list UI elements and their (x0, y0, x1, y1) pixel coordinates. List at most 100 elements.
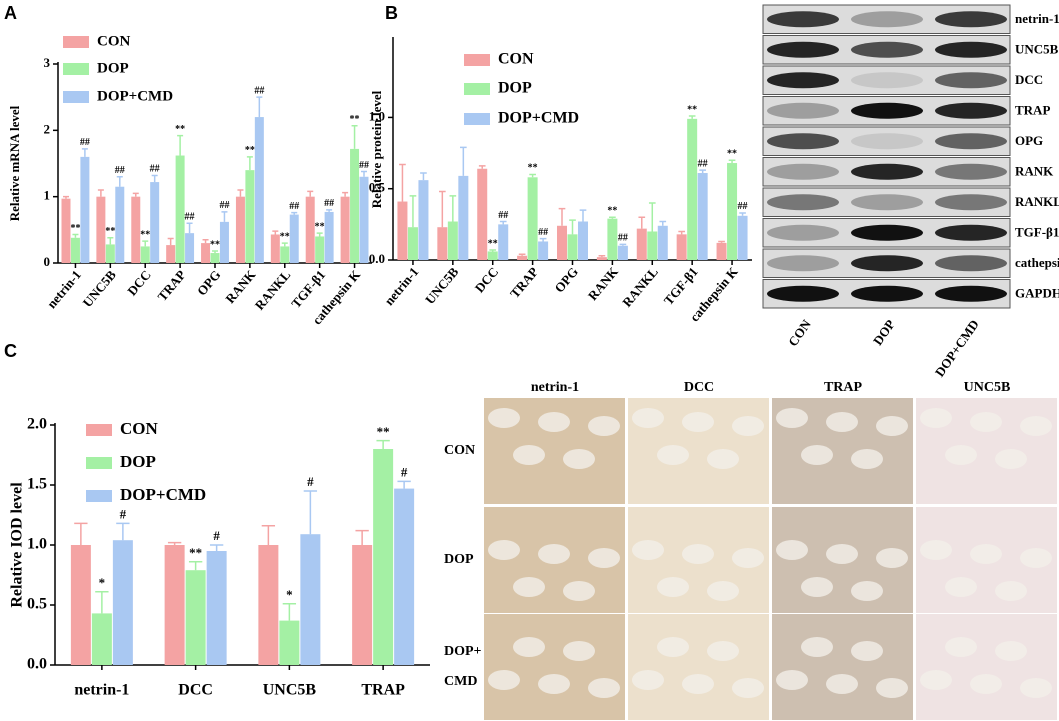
bar (164, 545, 185, 665)
blot-row-label: RANK (1015, 164, 1054, 179)
significance-label: ## (115, 165, 125, 176)
ihc-column-label: TRAP (824, 380, 863, 395)
significance-label: # (213, 528, 220, 543)
ihc-tissue (657, 445, 689, 465)
ihc-tissue (801, 637, 833, 657)
error-bar (272, 230, 279, 235)
ihc-column-label: netrin-1 (531, 380, 579, 395)
ihc-tissue (513, 445, 545, 465)
legend-label: DOP (120, 452, 156, 471)
legend-swatch (464, 54, 490, 66)
significance-label: ** (210, 239, 220, 250)
error-bar (256, 96, 263, 118)
error-bar (478, 165, 486, 169)
x-tick-label: UNC5B (422, 264, 462, 307)
significance-label: ** (528, 163, 538, 174)
bar (70, 545, 91, 665)
bar (687, 118, 698, 261)
ihc-tissue (995, 449, 1027, 469)
bar (359, 176, 369, 263)
bar (61, 198, 71, 263)
blot-band (935, 163, 1007, 180)
legend-label: DOP (498, 80, 532, 97)
blot-band (851, 285, 923, 302)
ihc-tissue (801, 445, 833, 465)
error-bar (209, 544, 224, 551)
y-axis-label: Relative IOD level (9, 482, 26, 608)
blot-column-label: DOP (870, 317, 898, 348)
ihc-tissue (776, 670, 808, 690)
error-bar (678, 230, 685, 235)
x-tick-label: OPG (551, 264, 581, 295)
significance-label: ## (289, 201, 299, 212)
ihc-tissue (851, 449, 883, 469)
error-bar (307, 190, 314, 197)
significance-label: ## (80, 137, 90, 148)
error-bar (212, 250, 218, 254)
ihc-tissue (682, 544, 714, 564)
y-tick-label: 0.0 (369, 251, 385, 266)
significance-label: ** (377, 424, 390, 439)
legend-swatch (86, 490, 112, 502)
error-bar (688, 115, 696, 119)
error-bar (399, 163, 406, 202)
error-bar (449, 195, 457, 222)
ihc-image (484, 614, 625, 720)
significance-label: ## (738, 201, 748, 212)
legend-swatch (86, 457, 112, 469)
ihc-tissue (538, 674, 570, 694)
blot-band (851, 194, 923, 211)
error-bar (609, 216, 616, 219)
ihc-tissue (513, 577, 545, 597)
ihc-tissue (851, 581, 883, 601)
significance-label: ** (189, 545, 202, 560)
ihc-tissue (657, 577, 689, 597)
legend-label: DOP+CMD (498, 110, 579, 127)
bar (676, 234, 687, 260)
blot-band (767, 102, 839, 119)
bar (80, 156, 90, 263)
error-bar (186, 222, 193, 234)
y-tick-label: 0.5 (27, 596, 47, 613)
ihc-tissue (776, 408, 808, 428)
error-bar (539, 237, 547, 242)
bar (254, 117, 264, 263)
x-tick-label: netrin-1 (44, 267, 84, 311)
ihc-tissue (995, 641, 1027, 661)
x-tick-label: DCC (178, 682, 213, 699)
ihc-tissue (732, 678, 764, 698)
y-axis-label: Relative mRNA level (7, 105, 22, 221)
bar (437, 227, 448, 260)
ihc-tissue (970, 412, 1002, 432)
bar (607, 218, 618, 260)
blot-band (767, 41, 839, 58)
legend-label: CON (97, 33, 131, 49)
ihc-column-label: UNC5B (964, 380, 1011, 395)
legend-label: CON (498, 51, 534, 68)
significance-label: # (120, 507, 127, 522)
error-bar (97, 189, 104, 197)
error-bar (659, 220, 667, 226)
significance-label: ## (254, 85, 264, 96)
error-bar (648, 202, 656, 232)
ihc-tissue (588, 416, 620, 436)
error-bar (316, 232, 323, 237)
x-tick-label: netrin-1 (74, 682, 129, 699)
ihc-tissue (876, 548, 908, 568)
blot-band (935, 72, 1007, 89)
blot-row-label: OPG (1015, 133, 1043, 148)
ihc-tissue (826, 674, 858, 694)
bar (498, 224, 509, 260)
x-tick-label: OPG (194, 267, 224, 298)
ihc-tissue (920, 670, 952, 690)
ihc-image (916, 614, 1057, 720)
ihc-tissue (488, 540, 520, 560)
error-bar (499, 220, 507, 225)
x-tick-label: netrin-1 (381, 264, 421, 308)
x-tick-label: RANKL (252, 267, 294, 313)
ihc-tissue (732, 416, 764, 436)
blot-band (935, 194, 1007, 211)
bar (91, 613, 112, 665)
error-bar (409, 195, 417, 228)
blot-band (767, 224, 839, 241)
